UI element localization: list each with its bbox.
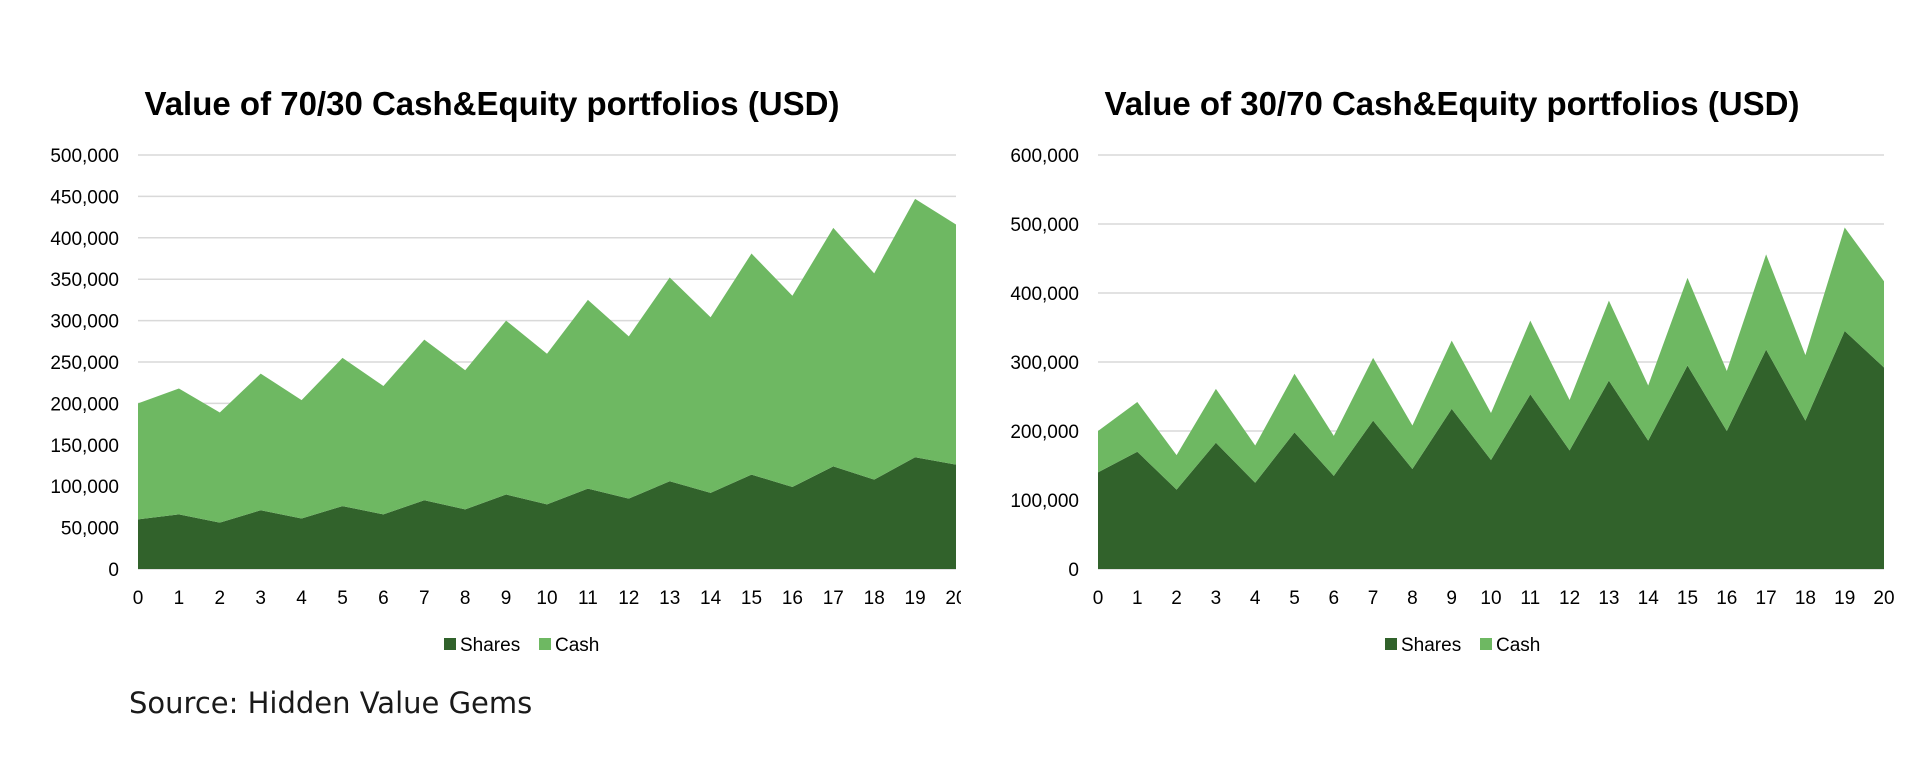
y-tick-label: 500,000 [50, 146, 119, 167]
legend-label-cash: Cash [1496, 635, 1540, 656]
x-tick-label: 13 [659, 588, 680, 609]
source-note: Source: Hidden Value Gems [129, 686, 533, 720]
x-tick-label: 8 [460, 588, 471, 609]
legend-swatch-shares [444, 638, 456, 650]
x-tick-label: 6 [1329, 588, 1340, 609]
x-tick-label: 19 [905, 588, 926, 609]
x-tick-label: 9 [501, 588, 512, 609]
area-cash [138, 198, 956, 523]
x-tick-label: 6 [378, 588, 389, 609]
legend-swatch-cash [1480, 638, 1492, 650]
x-tick-label: 3 [1211, 588, 1222, 609]
x-tick-label: 16 [1716, 588, 1737, 609]
x-tick-label: 17 [823, 588, 844, 609]
x-tick-label: 18 [1795, 588, 1816, 609]
x-tick-label: 8 [1407, 588, 1418, 609]
x-tick-label: 18 [864, 588, 885, 609]
x-tick-label: 19 [1834, 588, 1855, 609]
x-tick-label: 20 [1873, 588, 1894, 609]
x-tick-label: 2 [215, 588, 226, 609]
x-tick-label: 1 [174, 588, 185, 609]
y-tick-label: 150,000 [50, 436, 119, 457]
x-tick-label: 11 [578, 588, 598, 609]
x-tick-label: 4 [296, 588, 307, 609]
chart-30-70: Value of 30/70 Cash&Equity portfolios (U… [961, 0, 1922, 685]
x-tick-label: 20 [945, 588, 961, 609]
y-tick-label: 400,000 [50, 229, 119, 250]
x-tick-label: 17 [1756, 588, 1777, 609]
x-tick-label: 14 [1638, 588, 1660, 609]
x-tick-label: 15 [741, 588, 762, 609]
x-tick-label: 9 [1446, 588, 1457, 609]
x-tick-label: 0 [1093, 588, 1104, 609]
chart-70-30: Value of 70/30 Cash&Equity portfolios (U… [0, 0, 966, 685]
chart-30-70-svg: Value of 30/70 Cash&Equity portfolios (U… [1010, 85, 1894, 656]
x-tick-label: 12 [618, 588, 639, 609]
y-tick-label: 350,000 [50, 270, 119, 291]
x-tick-label: 12 [1559, 588, 1580, 609]
y-tick-label: 200,000 [1010, 422, 1079, 443]
y-tick-label: 0 [1068, 560, 1079, 581]
y-tick-label: 400,000 [1010, 284, 1079, 305]
y-tick-label: 100,000 [1010, 491, 1079, 512]
y-tick-label: 500,000 [1010, 215, 1079, 236]
y-tick-label: 250,000 [50, 353, 119, 374]
chart-70-30-svg: Value of 70/30 Cash&Equity portfolios (U… [50, 85, 966, 656]
y-tick-label: 100,000 [50, 477, 119, 498]
x-tick-label: 4 [1250, 588, 1261, 609]
x-tick-label: 11 [1520, 588, 1540, 609]
y-tick-label: 300,000 [50, 312, 119, 333]
x-tick-label: 0 [133, 588, 144, 609]
x-tick-label: 10 [1480, 588, 1501, 609]
x-tick-label: 16 [782, 588, 803, 609]
y-tick-label: 50,000 [61, 519, 119, 540]
legend-swatch-cash [539, 638, 551, 650]
x-tick-label: 3 [255, 588, 266, 609]
legend-label-cash: Cash [555, 635, 599, 656]
chart-title: Value of 30/70 Cash&Equity portfolios (U… [1105, 85, 1800, 122]
x-tick-label: 10 [536, 588, 557, 609]
area-shares [138, 457, 956, 569]
x-tick-label: 7 [419, 588, 430, 609]
x-tick-label: 5 [337, 588, 348, 609]
x-tick-label: 2 [1171, 588, 1182, 609]
y-tick-label: 300,000 [1010, 353, 1079, 374]
x-tick-label: 14 [700, 588, 722, 609]
y-tick-label: 200,000 [50, 394, 119, 415]
area-shares [1098, 330, 1884, 569]
y-tick-label: 450,000 [50, 187, 119, 208]
legend-label-shares: Shares [1401, 635, 1461, 656]
legend-swatch-shares [1385, 638, 1397, 650]
y-tick-label: 0 [108, 560, 119, 581]
x-tick-label: 15 [1677, 588, 1698, 609]
x-tick-label: 5 [1289, 588, 1300, 609]
legend-label-shares: Shares [460, 635, 520, 656]
area-cash [1098, 227, 1884, 490]
x-tick-label: 1 [1132, 588, 1143, 609]
x-tick-label: 13 [1598, 588, 1619, 609]
y-tick-label: 600,000 [1010, 146, 1079, 167]
chart-title: Value of 70/30 Cash&Equity portfolios (U… [145, 85, 840, 122]
x-tick-label: 7 [1368, 588, 1379, 609]
